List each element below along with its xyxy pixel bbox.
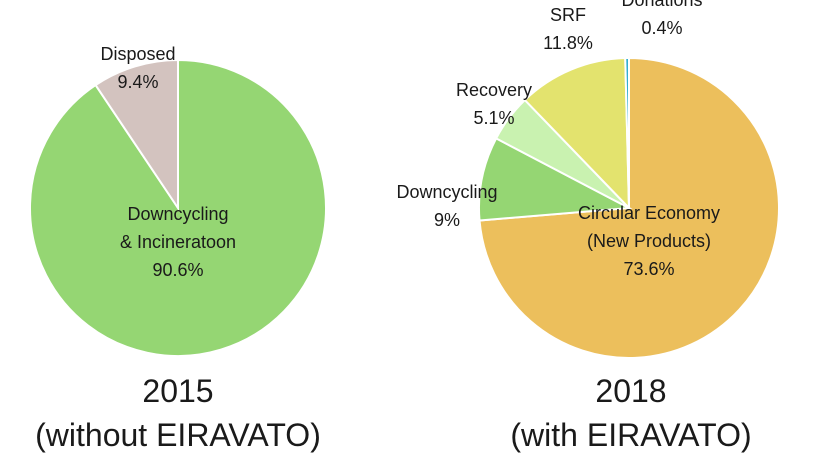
slice-label-donations: Donations 0.4% <box>621 0 702 38</box>
slice-label-downcycling-incineratoon: Downcycling & Incineratoon 90.6% <box>120 204 236 280</box>
caption-2018-year: 2018 <box>595 373 666 409</box>
slice-label-srf: SRF 11.8% <box>543 5 593 53</box>
pie-slice-donations <box>624 56 630 209</box>
pie-chart-2018: Circular Economy (New Products) 73.6% Downc… <box>396 0 780 359</box>
slice-label-downcycling: Downcycling 9% <box>396 182 497 230</box>
caption-2015-subtitle: (without EIRAVATO) <box>35 417 321 453</box>
pie-slice-srf <box>523 57 631 211</box>
pie-slice-downcycling <box>478 137 633 222</box>
slice-label-disposed: Disposed 9.4% <box>100 44 175 92</box>
slice-label-circular-economy-new-products: Circular Economy (New Products) 73.6% <box>578 203 720 279</box>
caption-2018-subtitle: (with EIRAVATO) <box>510 417 751 453</box>
slice-label-recovery: Recovery 5.1% <box>456 80 532 128</box>
caption-2015-year: 2015 <box>142 373 213 409</box>
pie-chart-2015: Downcycling & Incineratoon 90.6% Disposed 9.… <box>29 44 327 357</box>
pie-slice-disposed <box>94 58 179 212</box>
